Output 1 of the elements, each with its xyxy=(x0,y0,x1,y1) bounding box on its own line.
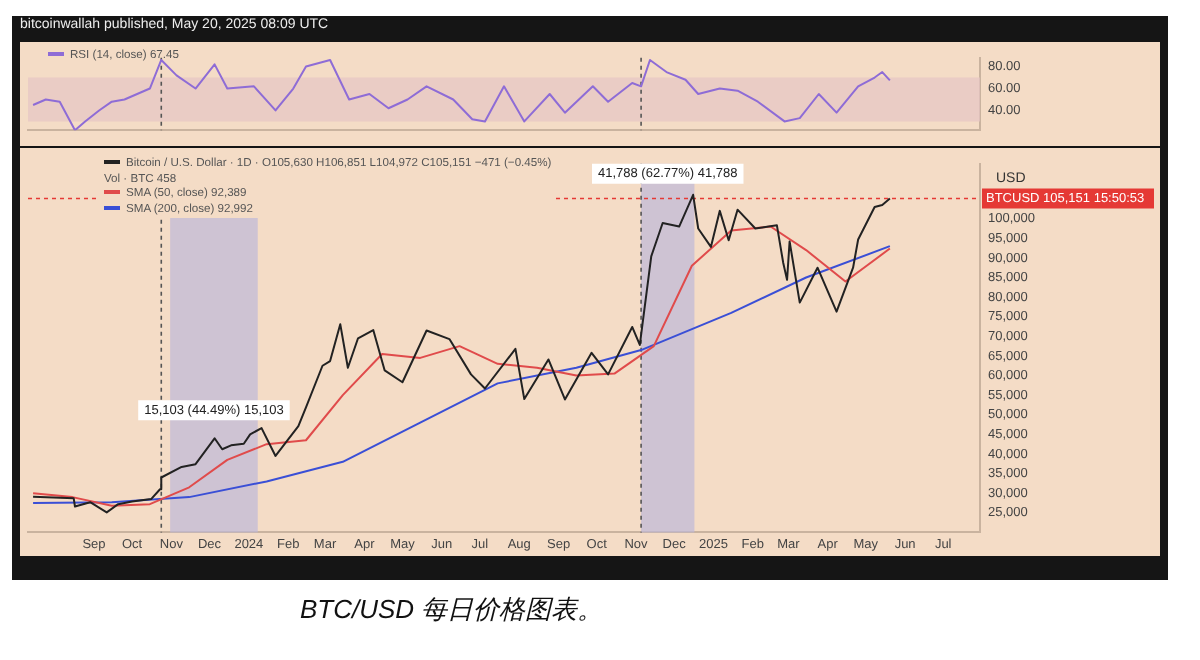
text: BTC/USD 每日价格图表。 xyxy=(300,592,604,628)
